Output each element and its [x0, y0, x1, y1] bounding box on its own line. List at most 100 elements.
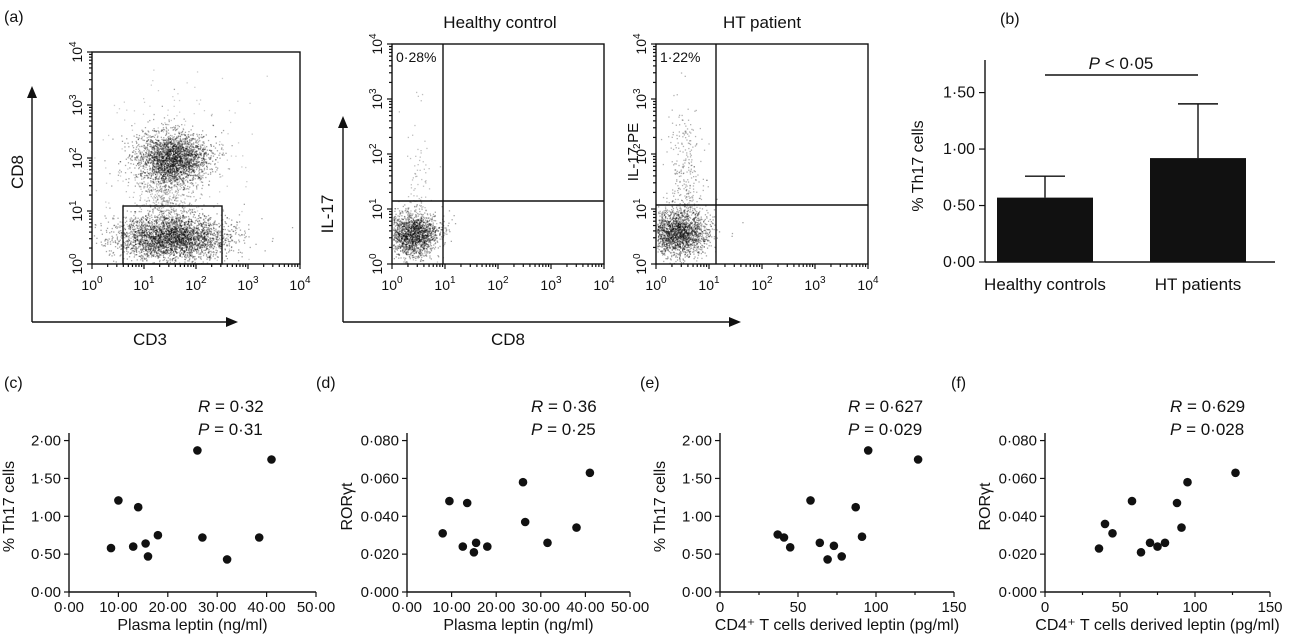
- flow-event: [161, 138, 163, 141]
- flow-event: [176, 174, 178, 177]
- flow-event: [173, 126, 175, 128]
- flow-event: [180, 171, 182, 173]
- flow-event: [145, 163, 148, 165]
- flow-event: [175, 148, 177, 150]
- flow-event: [160, 190, 162, 192]
- flow-event: [152, 219, 154, 221]
- flow-event: [244, 232, 246, 234]
- flow-event: [154, 179, 156, 181]
- flow-event: [186, 154, 189, 157]
- flow-event: [180, 171, 182, 173]
- flow-event: [227, 225, 230, 227]
- flow-event: [181, 174, 184, 176]
- flow-event: [206, 165, 208, 167]
- flow-event: [152, 167, 154, 169]
- flow-event: [166, 165, 168, 167]
- flow-plot-1-events: [93, 69, 294, 265]
- flow-event: [154, 177, 157, 179]
- flow-event: [185, 150, 187, 152]
- flow-event: [137, 138, 139, 141]
- flow-event: [185, 155, 187, 157]
- flow-event: [155, 172, 157, 174]
- flow-event: [157, 160, 160, 162]
- flow-event: [214, 153, 216, 155]
- flow-event: [168, 157, 170, 159]
- flow-event: [142, 259, 144, 261]
- flow-event: [188, 173, 190, 175]
- flow-event: [158, 166, 160, 168]
- flow-event: [203, 249, 205, 251]
- flow-event: [101, 244, 103, 246]
- flow-event: [166, 157, 168, 159]
- flow-event: [192, 149, 194, 151]
- flow-event: [199, 169, 201, 171]
- flow-event: [153, 172, 155, 174]
- flow-event: [206, 168, 208, 170]
- flow-event: [121, 135, 123, 137]
- flow-event: [156, 159, 159, 161]
- flow-event: [185, 148, 187, 150]
- flow-event: [193, 157, 195, 159]
- flow-event: [109, 243, 112, 245]
- flow-event: [210, 254, 212, 256]
- flow-event: [151, 150, 153, 152]
- flow-event: [167, 170, 169, 173]
- flow-event: [145, 133, 147, 136]
- flow-event: [194, 155, 196, 158]
- flow-event: [163, 150, 165, 153]
- flow-event: [169, 169, 172, 171]
- flow-event: [143, 175, 146, 177]
- flow-event: [154, 215, 156, 217]
- flow-event: [186, 150, 188, 153]
- flow-event: [201, 208, 203, 210]
- flow-event: [155, 176, 158, 178]
- flow-event: [140, 256, 142, 258]
- flow-event: [171, 163, 173, 166]
- flow-event: [150, 146, 152, 148]
- flow-event: [172, 149, 174, 151]
- flow-event: [178, 168, 180, 171]
- flow-event: [182, 161, 184, 163]
- flow-event: [261, 218, 263, 220]
- flow-event: [144, 127, 147, 129]
- flow-event: [194, 153, 196, 155]
- flow-event: [125, 232, 128, 234]
- flow-event: [218, 226, 220, 228]
- flow-event: [203, 153, 205, 156]
- flow-event: [168, 153, 171, 156]
- flow-event: [203, 172, 205, 175]
- flow-event: [143, 187, 145, 189]
- flow-event: [176, 152, 178, 154]
- flow-event: [153, 148, 155, 150]
- flow-event: [198, 149, 200, 151]
- flow-event: [159, 261, 161, 263]
- flow-event: [181, 160, 183, 162]
- flow-event: [208, 250, 210, 252]
- flow-event: [137, 145, 139, 147]
- flow-event: [168, 138, 170, 140]
- flow-event: [176, 136, 178, 138]
- flow-event: [205, 152, 207, 154]
- flow-event: [162, 127, 165, 129]
- flow-event: [173, 164, 175, 166]
- flow-event: [193, 174, 195, 176]
- flow-event: [163, 173, 165, 176]
- flow-event: [153, 165, 155, 167]
- flow-event: [164, 166, 166, 168]
- flow-event: [180, 172, 182, 174]
- flow-event: [179, 149, 182, 151]
- flow-event: [210, 163, 212, 165]
- flow-event: [188, 161, 190, 163]
- flow-event: [188, 131, 190, 133]
- flow-event: [209, 243, 211, 246]
- flow-event: [163, 238, 165, 240]
- flow-event: [169, 164, 171, 166]
- flow-event: [212, 226, 215, 228]
- flow-event: [197, 147, 199, 150]
- flow-event: [165, 130, 167, 132]
- flow-event: [194, 156, 196, 158]
- flow-event: [224, 260, 226, 262]
- flow-event: [181, 124, 183, 126]
- flow-event: [161, 142, 163, 144]
- flow-event: [199, 148, 202, 151]
